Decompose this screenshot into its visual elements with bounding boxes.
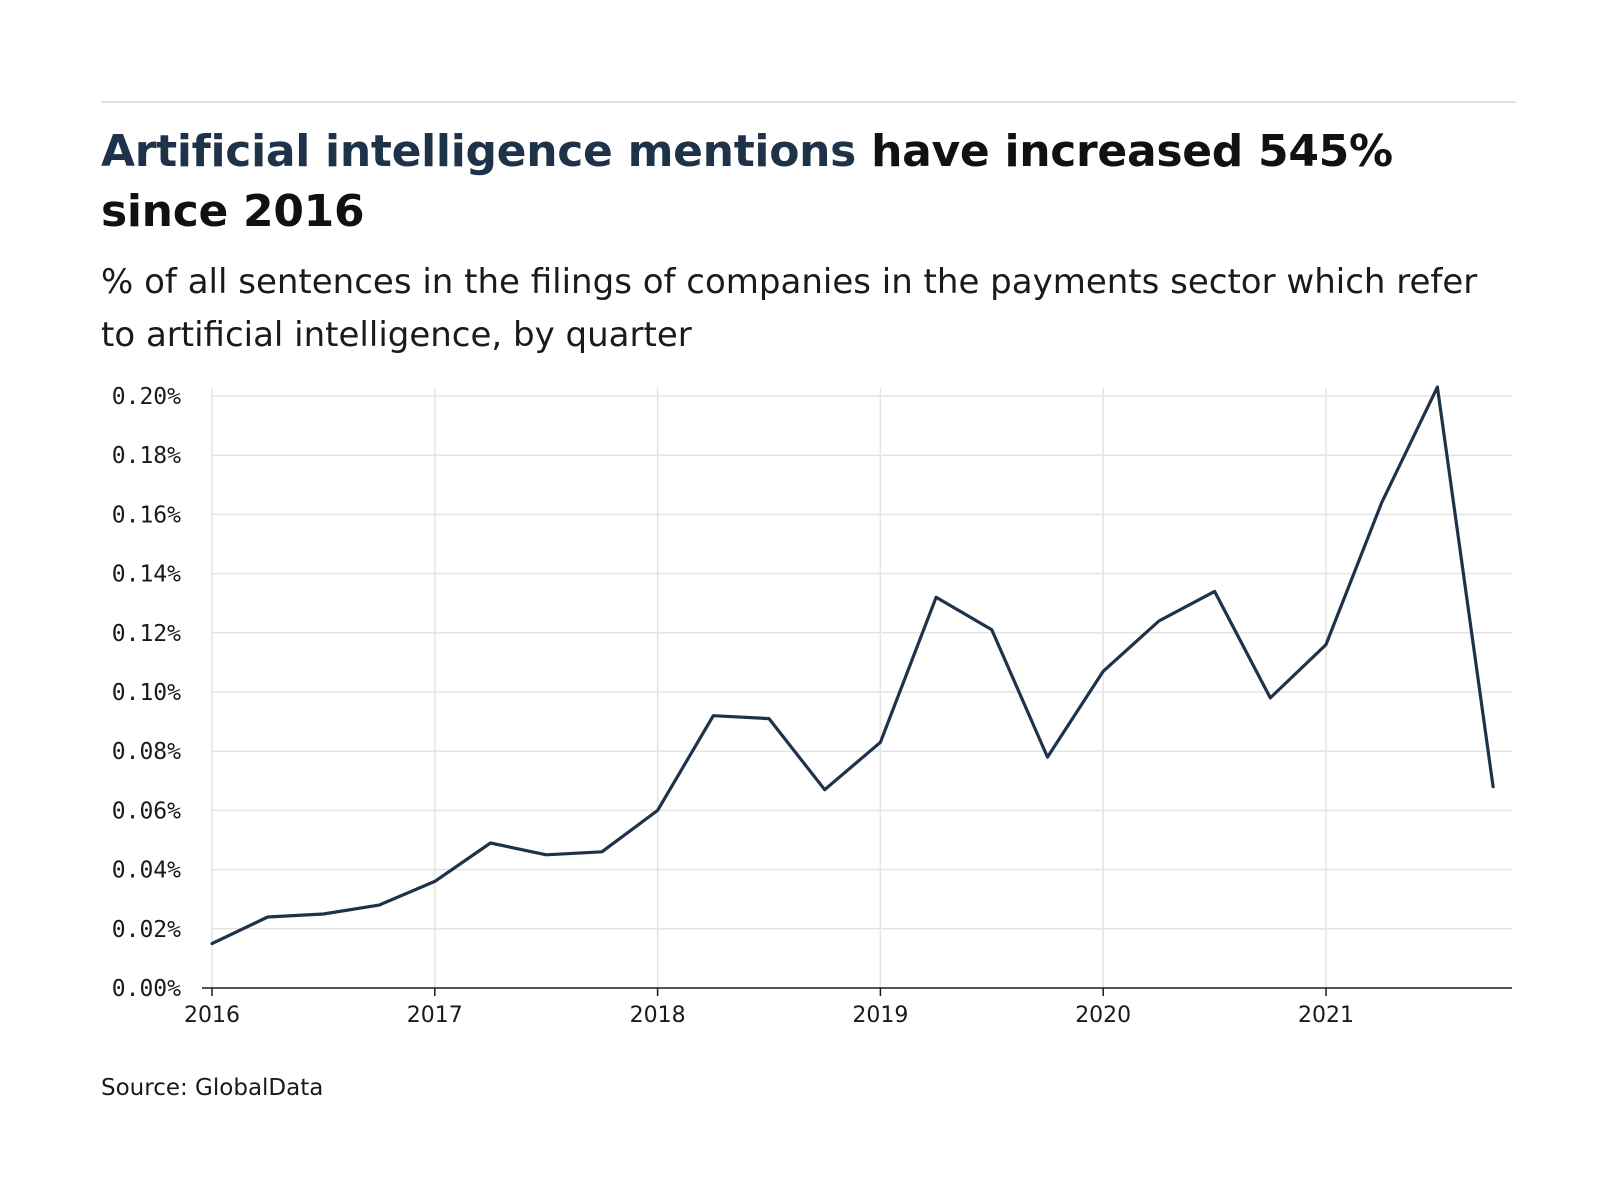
x-tick-label: 2020 <box>1075 1003 1131 1028</box>
y-tick-label: 0.14% <box>112 562 181 588</box>
x-tick-label: 2016 <box>184 1003 240 1028</box>
y-tick-label: 0.00% <box>112 976 181 1002</box>
line-chart: 0.00% 0.02% 0.04% 0.06% 0.08% 0.10% 0.12% 0.14%… <box>112 384 1512 1028</box>
headline-rest: have increased 545% since 2016 <box>101 126 1393 237</box>
x-axis-ticks: 2016 2017 2018 2019 2020 2021 <box>184 988 1354 1028</box>
y-tick-label: 0.04% <box>112 858 181 884</box>
gridlines <box>211 388 1512 988</box>
top-divider <box>101 101 1516 103</box>
y-tick-label: 0.16% <box>112 502 181 528</box>
y-tick-label: 0.08% <box>112 739 181 765</box>
y-tick-label: 0.18% <box>112 443 181 469</box>
series-line <box>210 385 1495 946</box>
chart-headline: Artificial intelligence mentions have in… <box>101 122 1521 242</box>
x-tick-label: 2019 <box>852 1003 908 1028</box>
headline-highlight: Artificial intelligence mentions <box>101 126 857 177</box>
x-tick-label: 2017 <box>407 1003 463 1028</box>
y-tick-label: 0.06% <box>112 798 181 824</box>
y-tick-label: 0.12% <box>112 621 181 647</box>
y-tick-label: 0.02% <box>112 917 181 943</box>
source-note: Source: GlobalData <box>101 1075 324 1101</box>
y-tick-label: 0.20% <box>112 384 181 410</box>
x-tick-label: 2018 <box>630 1003 686 1028</box>
y-tick-label: 0.10% <box>112 680 181 706</box>
chart-subtitle: % of all sentences in the filings of com… <box>101 262 1478 355</box>
y-axis-ticks: 0.00% 0.02% 0.04% 0.06% 0.08% 0.10% 0.12% 0.14%… <box>112 384 181 1002</box>
x-tick-label: 2021 <box>1298 1003 1354 1028</box>
